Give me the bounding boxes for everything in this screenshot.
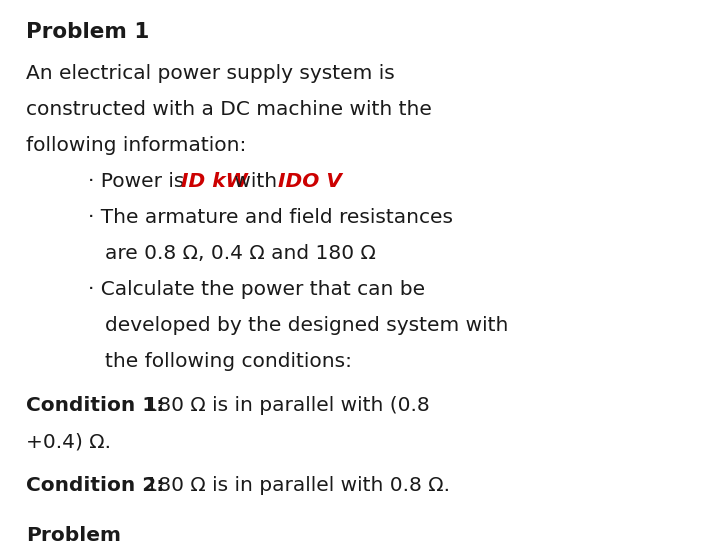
Text: are 0.8 Ω, 0.4 Ω and 180 Ω: are 0.8 Ω, 0.4 Ω and 180 Ω xyxy=(105,244,376,263)
Text: following information:: following information: xyxy=(26,136,246,155)
Text: 180 Ω is in parallel with (0.8: 180 Ω is in parallel with (0.8 xyxy=(139,396,430,415)
Text: developed by the designed system with: developed by the designed system with xyxy=(105,316,508,335)
Text: Condition 1:: Condition 1: xyxy=(26,396,164,415)
Text: the following conditions:: the following conditions: xyxy=(105,352,352,371)
Text: · Calculate the power that can be: · Calculate the power that can be xyxy=(88,280,425,299)
Text: 180 Ω is in parallel with 0.8 Ω.: 180 Ω is in parallel with 0.8 Ω. xyxy=(139,476,450,495)
Text: An electrical power supply system is: An electrical power supply system is xyxy=(26,64,395,83)
Text: Problem: Problem xyxy=(26,527,121,545)
Text: constructed with a DC machine with the: constructed with a DC machine with the xyxy=(26,100,432,119)
Text: · Power is: · Power is xyxy=(88,172,191,191)
Text: +0.4) Ω.: +0.4) Ω. xyxy=(26,432,111,451)
Text: with: with xyxy=(228,172,283,191)
Text: Condition 2:: Condition 2: xyxy=(26,476,164,495)
Text: ID kW: ID kW xyxy=(181,172,248,191)
Text: · The armature and field resistances: · The armature and field resistances xyxy=(88,208,453,227)
Text: Problem 1: Problem 1 xyxy=(26,22,149,42)
Text: IDO V: IDO V xyxy=(278,172,342,191)
